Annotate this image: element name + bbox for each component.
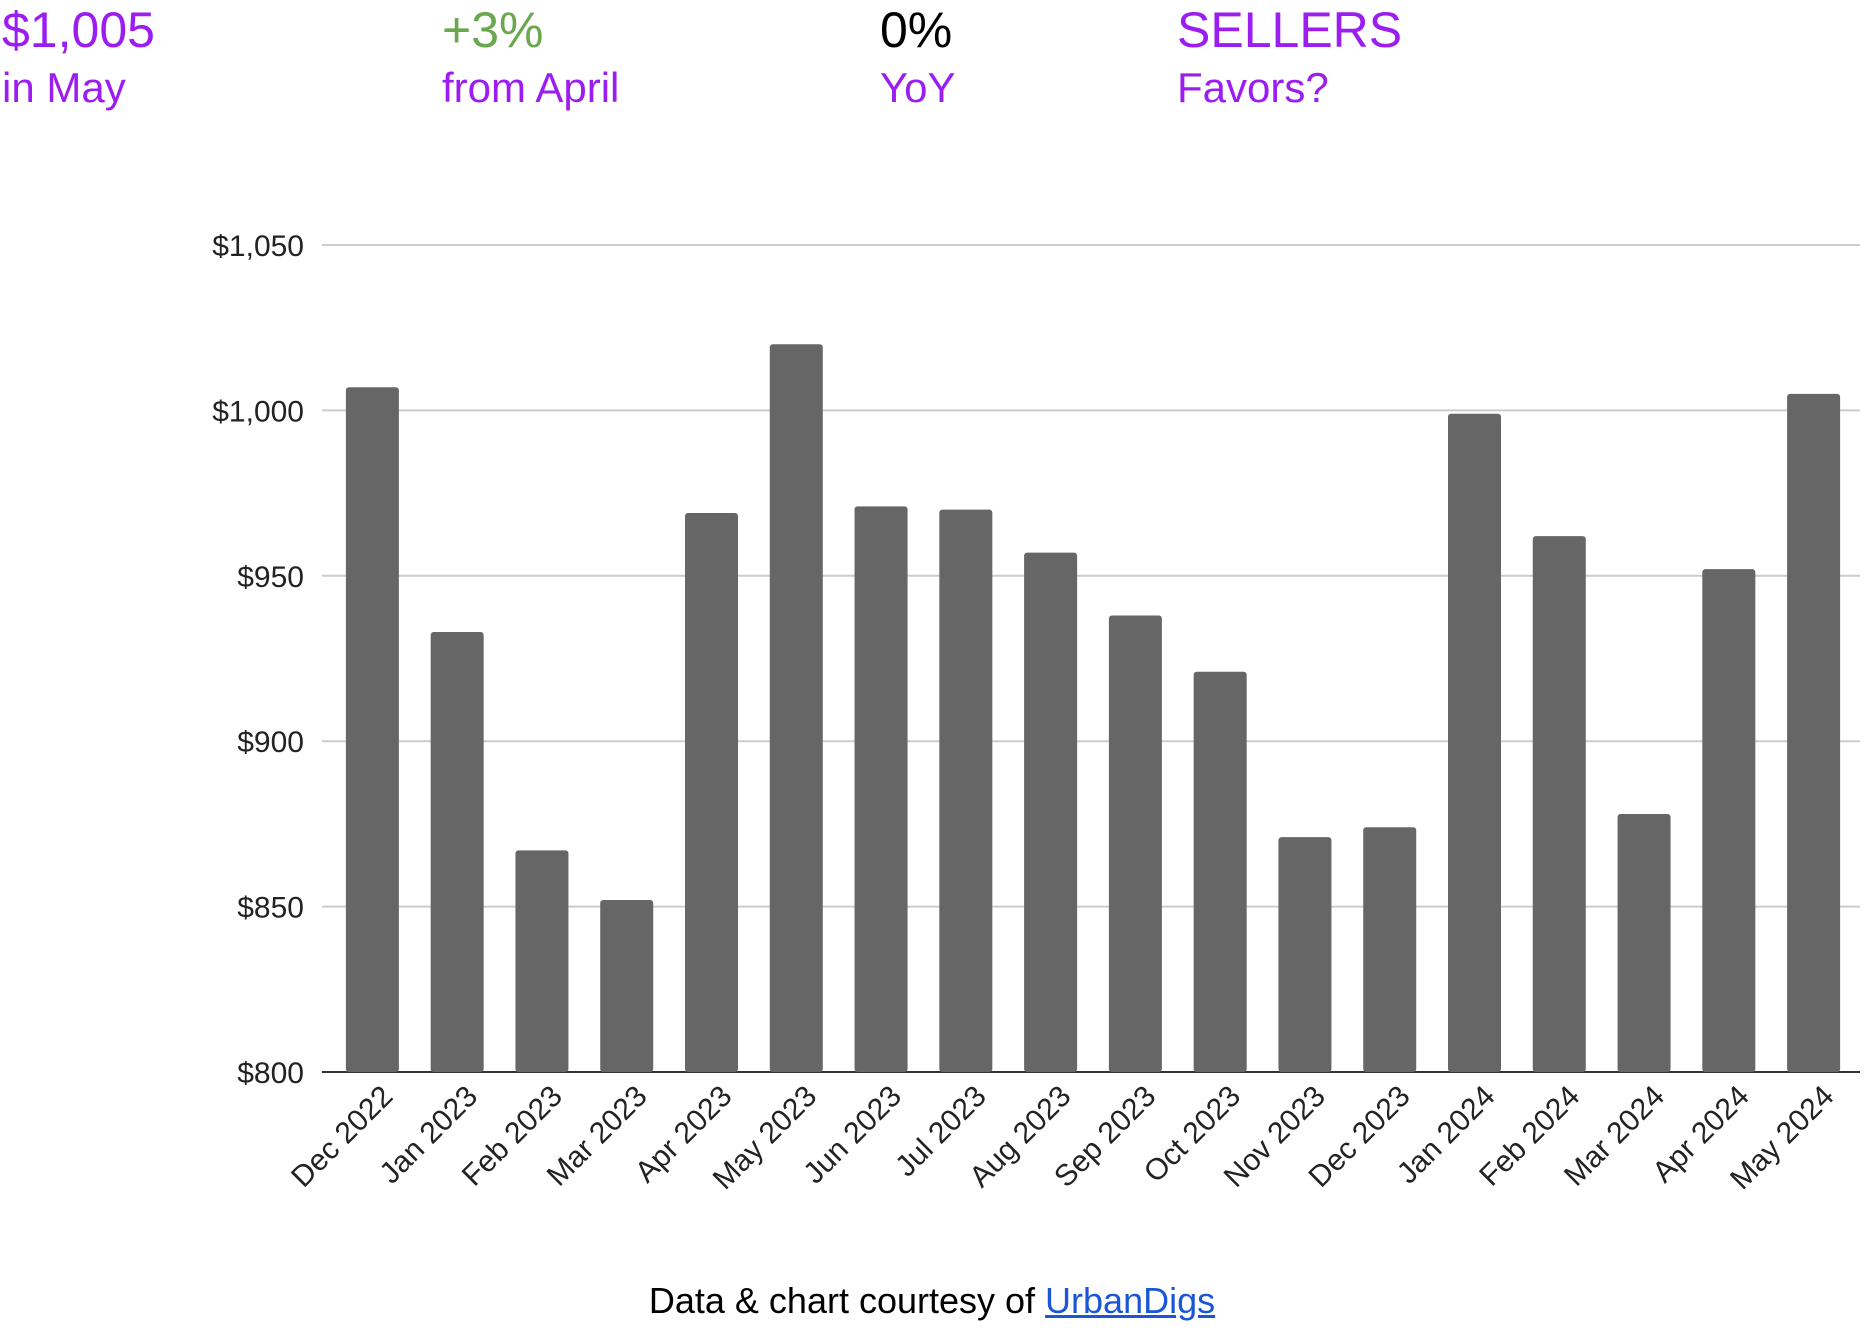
y-tick-label: $950 — [237, 561, 304, 594]
bar — [1787, 393, 1841, 1072]
urbandigs-link[interactable]: UrbanDigs — [1045, 1280, 1216, 1321]
bar — [1363, 827, 1417, 1072]
stat-price-label: in May — [2, 64, 126, 111]
stat-price: $1,005 in May — [2, 0, 155, 116]
bar — [1532, 536, 1586, 1072]
bar — [1617, 813, 1671, 1072]
bars — [345, 344, 1841, 1072]
gridlines — [322, 244, 1860, 1073]
bar — [1702, 569, 1756, 1072]
bar — [769, 344, 823, 1072]
footer-text: Data & chart courtesy of — [648, 1280, 1046, 1321]
stat-yoy-label: YoY — [880, 64, 956, 111]
footer-credit: Data & chart courtesy of UrbanDigs — [0, 1277, 1864, 1325]
stat-favors-value: SELLERS — [1177, 2, 1403, 58]
bar — [430, 632, 484, 1072]
stat-yoy-value: 0% — [880, 2, 953, 58]
bar — [854, 506, 908, 1072]
bar — [345, 387, 399, 1072]
stat-favors: SELLERS Favors? — [1177, 0, 1402, 116]
bar — [1108, 615, 1162, 1072]
y-axis-ticks: $800 $850 $900 $950 $1,000 $1,050 — [212, 230, 304, 1090]
bar-chart: $800 $850 $900 $950 $1,000 $1,050 Dec 2022Jan… — [212, 230, 1860, 1196]
stat-monthly-change-value: +3% — [442, 2, 544, 58]
y-tick-label: $1,050 — [212, 230, 304, 263]
bar — [515, 850, 569, 1072]
y-tick-label: $900 — [237, 726, 304, 759]
stat-price-value: $1,005 — [2, 2, 155, 58]
stat-yoy: 0% YoY — [880, 0, 956, 116]
bar — [939, 509, 993, 1072]
bar — [1193, 671, 1247, 1072]
bar — [1024, 552, 1078, 1072]
y-tick-label: $850 — [237, 892, 304, 925]
y-tick-label: $800 — [237, 1057, 304, 1090]
bar — [600, 899, 654, 1072]
bar — [1278, 837, 1332, 1072]
stat-monthly-change: +3% from April — [442, 0, 619, 116]
y-tick-label: $1,000 — [212, 395, 304, 428]
stat-favors-label: Favors? — [1177, 64, 1329, 111]
stat-monthly-change-label: from April — [442, 64, 620, 111]
bar — [685, 512, 738, 1072]
bar — [1448, 413, 1501, 1072]
